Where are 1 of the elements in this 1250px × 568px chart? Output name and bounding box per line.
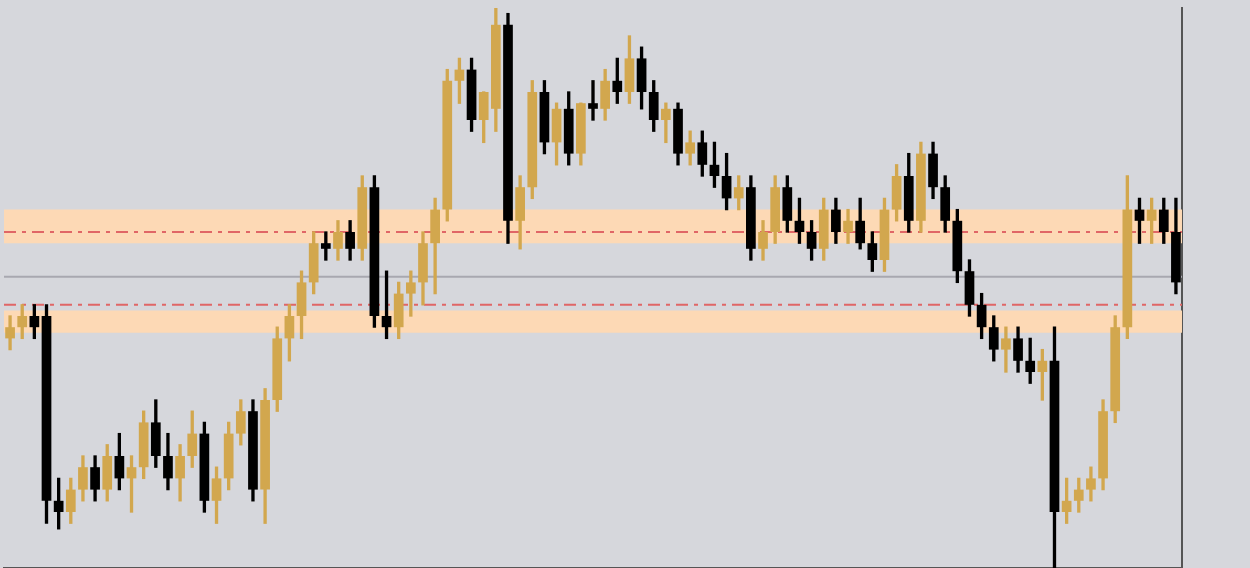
candlestick	[588, 80, 598, 121]
